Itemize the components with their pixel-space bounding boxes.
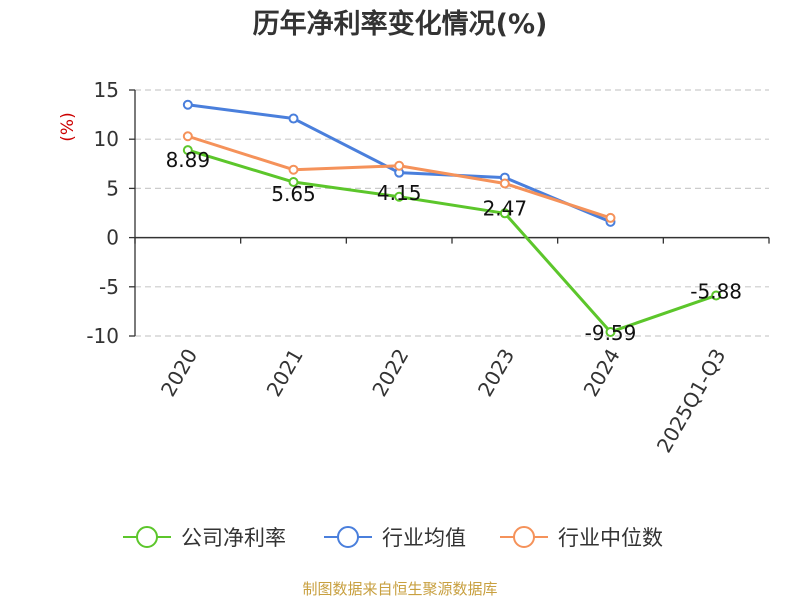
series-point [288,113,299,124]
data-label: 2.47 [483,196,528,220]
y-tick-label: 10 [94,127,119,151]
legend-label: 行业中位数 [558,526,663,550]
data-label: -9.59 [585,321,637,345]
legend-label: 公司净利率 [181,526,286,550]
series-point [288,177,299,188]
x-tick-label: 2024 [579,345,625,401]
series-point [499,178,510,189]
grid-lines [135,89,769,337]
series-point [182,99,193,110]
y-tick-label: 5 [106,176,119,200]
legend: 公司净利率 行业均值 行业中位数 [123,526,663,550]
series-line [187,148,717,334]
x-tick-label: 2020 [156,345,202,401]
legend-swatch-marker [136,526,158,548]
data-label: -5.88 [690,279,742,303]
data-label: 8.89 [166,148,211,172]
legend-swatch-marker [337,526,359,548]
y-axis-unit-label: (%) [58,112,78,141]
x-tick-label: 2022 [367,345,413,401]
y-tick-label: -10 [86,324,119,348]
data-labels: 8.89 5.65 4.15 2.47 -9.59 -5.88 [166,148,742,345]
x-tick-label: 2021 [262,345,308,401]
legend-label: 行业均值 [382,526,466,550]
series-point [394,160,405,171]
legend-item: 行业中位数 [500,526,663,550]
series-point [711,290,722,301]
y-tick-label: 0 [106,226,119,250]
series-point [182,131,193,142]
data-label: 5.65 [271,182,316,206]
chart-title: 历年净利率变化情况(%) [253,8,548,40]
y-tick-label: -5 [99,275,119,299]
source-note: 制图数据来自恒生聚源数据库 [302,580,497,598]
series-point [182,145,193,156]
axes [129,89,770,337]
x-tick-label: 2023 [473,345,519,401]
series-point [605,326,616,337]
data-label: 4.15 [377,181,422,205]
y-tick-labels: 15 10 5 0 -5 -10 [86,78,119,348]
legend-swatch-marker [513,526,535,548]
series-point [499,208,510,219]
legend-item: 行业均值 [324,526,466,550]
x-tick-label: 2025Q1-Q3 [652,345,731,457]
y-tick-label: 15 [94,78,119,102]
legend-item: 公司净利率 [123,526,286,550]
series-point [288,164,299,175]
series-group [182,99,722,337]
x-tick-labels: 2020 2021 2022 2023 2024 2025Q1-Q3 [156,345,731,457]
series-point [394,191,405,202]
series-point [605,212,616,223]
